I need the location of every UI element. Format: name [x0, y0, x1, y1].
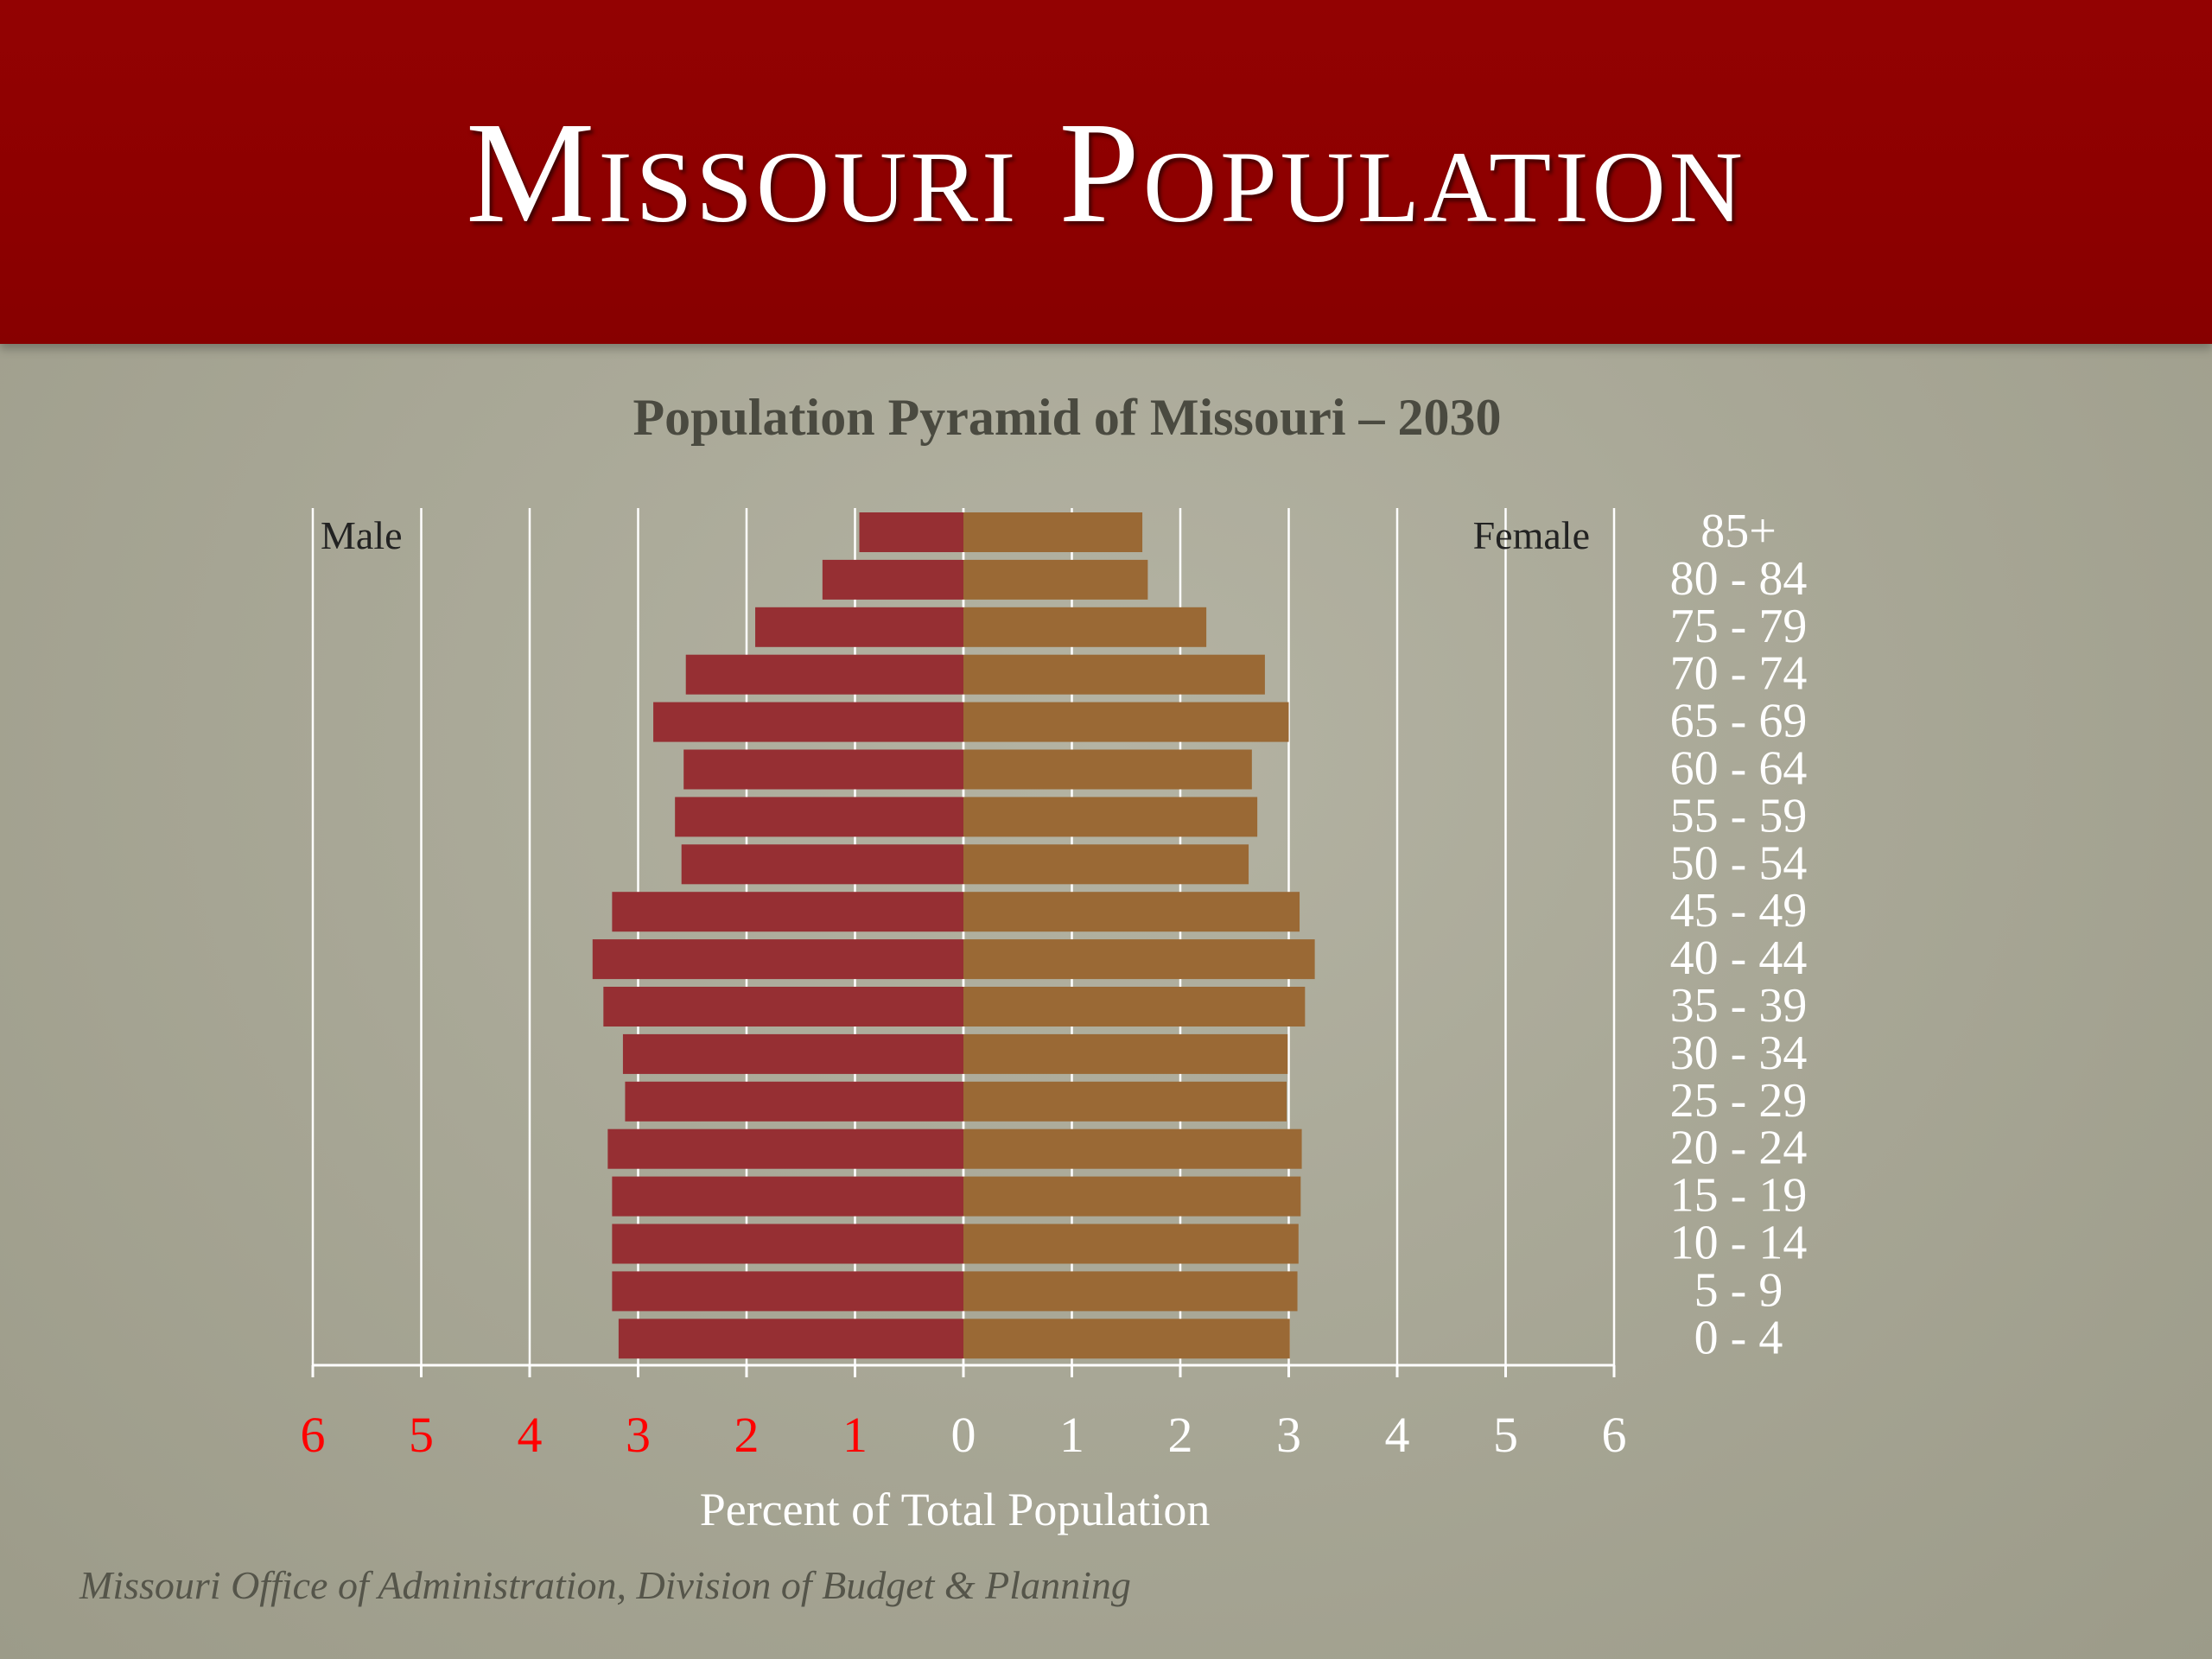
- x-tick-label: 4: [518, 1407, 543, 1463]
- gridlines: [311, 508, 1616, 1365]
- age-group-label: 25 - 29: [1670, 1074, 1808, 1128]
- age-group-label: 55 - 59: [1670, 789, 1808, 842]
- male-series-label: Male: [321, 513, 403, 557]
- female-bar: [963, 749, 1252, 790]
- male-bar: [859, 512, 963, 552]
- x-tick-label: 3: [1276, 1407, 1301, 1463]
- age-group-label: 65 - 69: [1670, 695, 1808, 748]
- age-group-label: 70 - 74: [1670, 647, 1808, 701]
- female-bar: [963, 1224, 1299, 1264]
- female-bar: [963, 654, 1265, 695]
- age-group-label: 85+: [1700, 505, 1777, 558]
- male-bar: [822, 559, 963, 600]
- female-bar: [963, 1128, 1302, 1169]
- male-bar: [675, 797, 963, 837]
- bars: [592, 512, 1315, 1359]
- female-bar: [963, 844, 1249, 885]
- male-bar: [618, 1319, 963, 1359]
- male-bar: [612, 1176, 963, 1217]
- male-bar: [622, 1033, 963, 1074]
- male-bar: [607, 1128, 963, 1169]
- x-tick-label: 1: [1059, 1407, 1084, 1463]
- female-bar: [963, 797, 1258, 837]
- x-tick-label: 6: [301, 1407, 326, 1463]
- source-note: Missouri Office of Administration, Divis…: [79, 1563, 1131, 1607]
- age-group-label: 5 - 9: [1694, 1263, 1783, 1317]
- x-tick-label: 3: [626, 1407, 651, 1463]
- female-bar: [963, 1271, 1298, 1312]
- age-group-label: 15 - 19: [1670, 1169, 1808, 1223]
- female-bar: [963, 559, 1148, 600]
- chart-title: Population Pyramid of Missouri – 2030: [632, 389, 1502, 446]
- female-series-label: Female: [1473, 513, 1590, 557]
- female-bar: [963, 987, 1306, 1027]
- x-axis: 6 5 4 3 2 1 0 1 2 3 4 5 6 Percent of Total Population: [301, 1363, 1627, 1535]
- age-group-label: 10 - 14: [1670, 1217, 1808, 1270]
- slide-title: Missouri Population: [466, 92, 1746, 253]
- age-group-label: 0 - 4: [1694, 1311, 1783, 1364]
- female-bar: [963, 1081, 1287, 1122]
- male-bar: [681, 844, 963, 885]
- female-bar: [963, 892, 1300, 932]
- female-bar: [963, 607, 1207, 647]
- x-tick-label: 0: [951, 1407, 976, 1463]
- age-group-label: 50 - 54: [1670, 836, 1808, 890]
- age-group-label: 60 - 64: [1670, 742, 1808, 796]
- x-tick-label: 1: [842, 1407, 868, 1463]
- x-tick-label: 2: [734, 1407, 760, 1463]
- age-group-label: 75 - 79: [1670, 600, 1808, 653]
- female-bar: [963, 1319, 1290, 1359]
- male-bar: [612, 1224, 963, 1264]
- age-group-label: 35 - 39: [1670, 979, 1808, 1033]
- age-group-label: 20 - 24: [1670, 1122, 1808, 1175]
- male-bar: [592, 939, 963, 980]
- male-bar: [653, 702, 963, 742]
- age-group-label: 30 - 34: [1670, 1027, 1808, 1080]
- female-bar: [963, 939, 1315, 980]
- male-bar: [685, 654, 963, 695]
- female-bar: [963, 1176, 1301, 1217]
- male-bar: [683, 749, 963, 790]
- age-group-label: 40 - 44: [1670, 931, 1808, 985]
- female-bar: [963, 512, 1143, 552]
- x-tick-label: 6: [1602, 1407, 1627, 1463]
- x-tick-label: 4: [1385, 1407, 1410, 1463]
- male-bar: [612, 892, 963, 932]
- male-bar: [603, 987, 963, 1027]
- female-bar: [963, 1033, 1288, 1074]
- female-bar: [963, 702, 1289, 742]
- age-group-label: 80 - 84: [1670, 552, 1808, 606]
- title-banner: Missouri Population: [0, 0, 2212, 344]
- male-bar: [755, 607, 963, 647]
- male-bar: [612, 1271, 963, 1312]
- x-tick-label: 5: [1493, 1407, 1518, 1463]
- x-tick-label: 2: [1168, 1407, 1193, 1463]
- x-axis-title: Percent of Total Population: [700, 1484, 1211, 1535]
- age-group-label: 45 - 49: [1670, 884, 1808, 938]
- x-tick-label: 5: [409, 1407, 434, 1463]
- male-bar: [625, 1081, 963, 1122]
